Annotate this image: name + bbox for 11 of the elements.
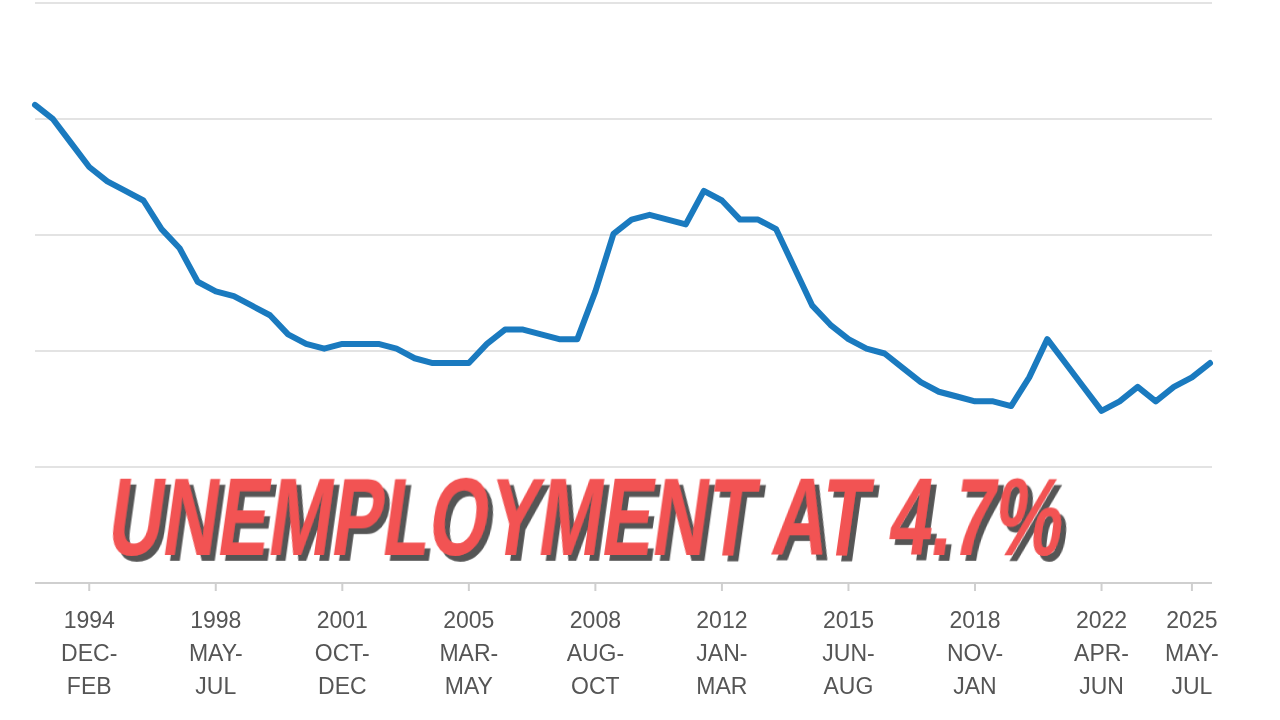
x-tick-label: 2025 MAY- JUL bbox=[1165, 607, 1219, 699]
x-tick-label: 2022 APR- JUN bbox=[1074, 607, 1130, 699]
x-tick-label: 2001 OCT- DEC bbox=[314, 607, 370, 699]
x-tick-label: 2005 MAR- MAY bbox=[439, 607, 499, 699]
x-tick-label: 1998 MAY- JUL bbox=[188, 607, 243, 699]
x-tick-label: 1994 DEC- FEB bbox=[61, 607, 118, 699]
text: UNEMPLOYMENT AT 4.7% bbox=[101, 455, 1074, 579]
x-tick-label: 2015 JUN- AUG bbox=[822, 607, 875, 699]
x-tick-label: 2018 NOV- JAN bbox=[946, 607, 1004, 699]
x-tick-label: 2012 JAN- MAR bbox=[696, 607, 748, 699]
x-tick-label: 2008 AUG- OCT bbox=[566, 607, 625, 699]
